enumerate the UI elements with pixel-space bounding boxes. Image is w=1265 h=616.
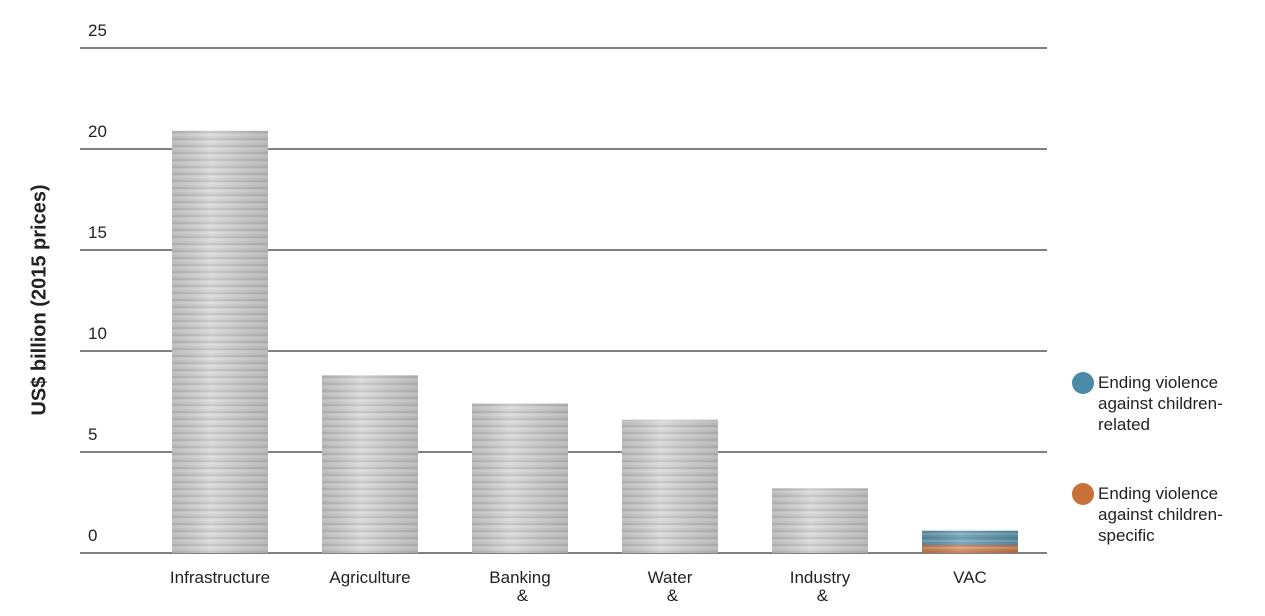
bar-shading [922,530,1018,545]
y-tick-label: 25 [88,21,107,40]
y-tick-label: 5 [88,425,97,444]
y-tick-label: 15 [88,223,107,242]
y-tick-label: 10 [88,324,107,343]
legend-item: Ending violence against children-related [1072,372,1248,435]
y-axis-label: US$ billion (2015 prices) [28,184,50,415]
y-tick-label: 0 [88,526,97,545]
legend-label: Ending violence against children-specifi… [1098,484,1223,545]
legend-item: Ending violence against children-specifi… [1072,483,1248,546]
bar-shading [922,544,1018,553]
bar-shading [622,419,718,553]
x-tick-label: Industry & [790,568,851,605]
legend-label: Ending violence against children-related [1098,373,1223,434]
bar-shading [172,130,268,553]
x-tick-label: VAC [953,568,987,587]
y-tick-label: 20 [88,122,107,141]
bar-shading [772,488,868,553]
x-tick-label: Banking & [489,568,550,605]
bar-shading [472,403,568,553]
x-tick-label: Infrastructure [170,568,270,587]
x-tick-label: Agriculture [329,568,410,587]
x-tick-label: Water & [648,568,693,605]
legend-swatch [1072,372,1094,394]
bar-shading [322,375,418,553]
legend-swatch [1072,483,1094,505]
